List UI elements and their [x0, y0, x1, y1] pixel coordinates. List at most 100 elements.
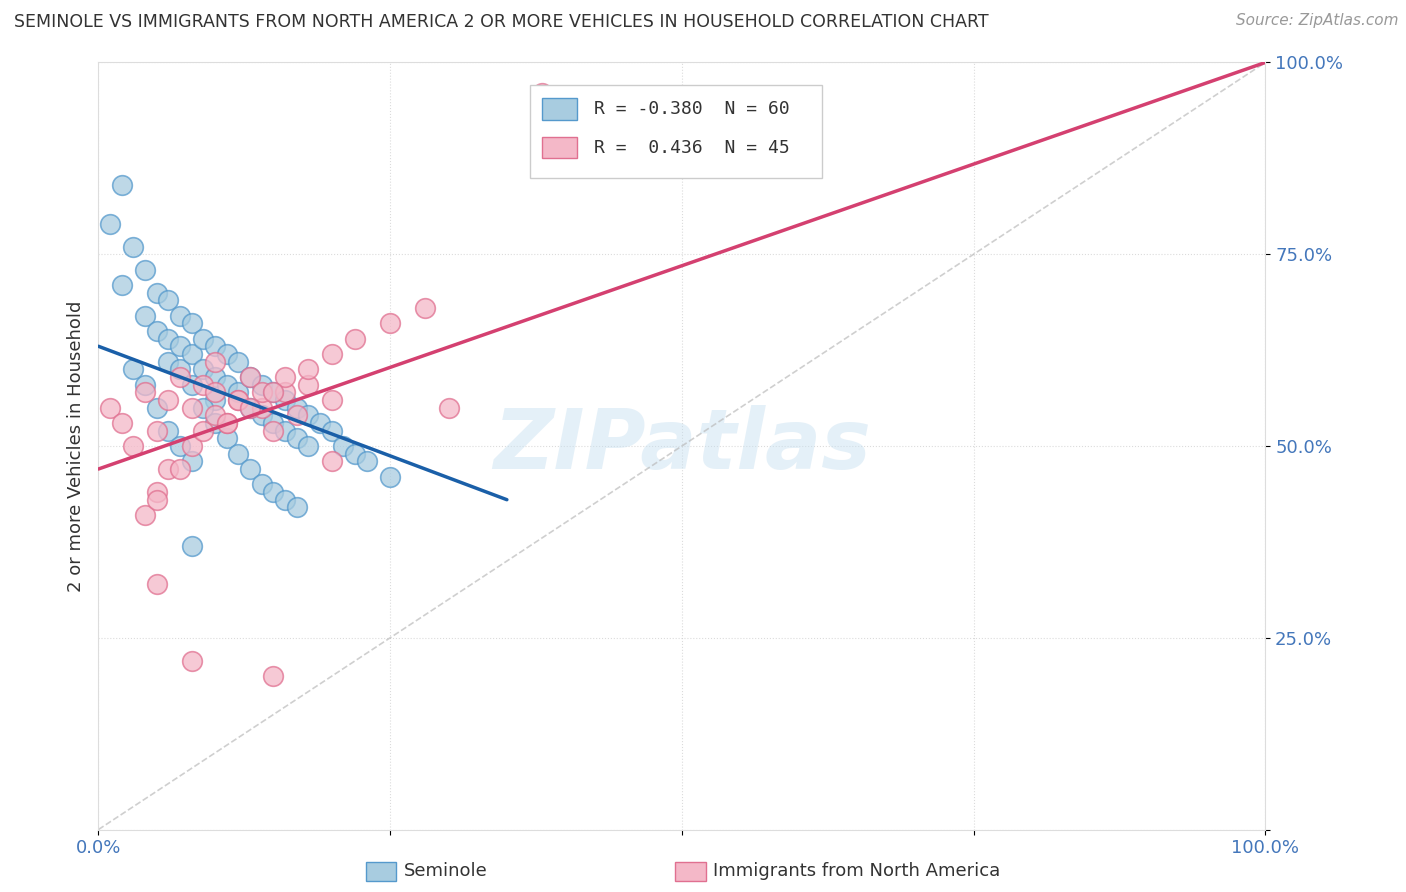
Point — [204, 339, 226, 353]
Point — [321, 424, 343, 438]
Point — [146, 285, 169, 300]
Point — [180, 454, 202, 468]
Point — [146, 492, 169, 507]
Point — [437, 401, 460, 415]
Point — [193, 362, 215, 376]
Point — [262, 485, 284, 500]
Point — [134, 508, 156, 522]
Point — [180, 316, 202, 330]
Point — [239, 370, 262, 384]
Bar — [530, 86, 823, 178]
Point — [262, 424, 284, 438]
Point — [239, 401, 262, 415]
Bar — [541, 136, 576, 158]
Point — [228, 354, 250, 368]
Point — [193, 377, 215, 392]
Point — [169, 462, 191, 476]
Point — [193, 332, 215, 346]
Point — [344, 447, 367, 461]
Point — [157, 293, 180, 308]
Point — [285, 500, 308, 515]
Text: R =  0.436  N = 45: R = 0.436 N = 45 — [595, 138, 790, 157]
Point — [530, 86, 553, 100]
Text: SEMINOLE VS IMMIGRANTS FROM NORTH AMERICA 2 OR MORE VEHICLES IN HOUSEHOLD CORREL: SEMINOLE VS IMMIGRANTS FROM NORTH AMERIC… — [14, 13, 988, 31]
Point — [180, 654, 202, 668]
Point — [274, 392, 297, 407]
Point — [274, 424, 297, 438]
Point — [297, 439, 319, 453]
Point — [146, 324, 169, 338]
Point — [122, 239, 145, 253]
Point — [157, 354, 180, 368]
Point — [193, 424, 215, 438]
Point — [204, 392, 226, 407]
Text: ZIPatlas: ZIPatlas — [494, 406, 870, 486]
Point — [250, 385, 273, 400]
Point — [215, 416, 238, 430]
Point — [111, 178, 134, 193]
Point — [180, 377, 202, 392]
Point — [146, 577, 169, 591]
Point — [250, 477, 273, 491]
Point — [321, 454, 343, 468]
Point — [332, 439, 354, 453]
Point — [204, 385, 226, 400]
Point — [228, 447, 250, 461]
Point — [157, 332, 180, 346]
Point — [146, 424, 169, 438]
Point — [98, 217, 121, 231]
Point — [169, 439, 191, 453]
Point — [215, 431, 238, 445]
Point — [321, 392, 343, 407]
Point — [250, 377, 273, 392]
Point — [180, 347, 202, 361]
Point — [356, 454, 378, 468]
Point — [157, 462, 180, 476]
Point — [204, 409, 226, 423]
Point — [215, 416, 238, 430]
Point — [380, 469, 402, 483]
Point — [204, 354, 226, 368]
Point — [262, 385, 284, 400]
Point — [134, 385, 156, 400]
Text: Source: ZipAtlas.com: Source: ZipAtlas.com — [1236, 13, 1399, 29]
Point — [228, 385, 250, 400]
Point — [344, 332, 367, 346]
Point — [146, 485, 169, 500]
Point — [228, 392, 250, 407]
Point — [111, 416, 134, 430]
Point — [250, 401, 273, 415]
Point — [204, 370, 226, 384]
Point — [180, 539, 202, 553]
Point — [250, 409, 273, 423]
Point — [274, 492, 297, 507]
Point — [122, 439, 145, 453]
Point — [239, 462, 262, 476]
Point — [134, 309, 156, 323]
Point — [134, 377, 156, 392]
Point — [169, 370, 191, 384]
Point — [180, 401, 202, 415]
Point — [297, 377, 319, 392]
Point — [111, 277, 134, 292]
Point — [215, 347, 238, 361]
Point — [413, 301, 436, 315]
Point — [204, 416, 226, 430]
Point — [285, 401, 308, 415]
Point — [274, 370, 297, 384]
Point — [193, 401, 215, 415]
Point — [169, 309, 191, 323]
Point — [146, 401, 169, 415]
Point — [215, 377, 238, 392]
Point — [285, 431, 308, 445]
Point — [274, 385, 297, 400]
Text: Immigrants from North America: Immigrants from North America — [713, 863, 1000, 880]
Point — [239, 401, 262, 415]
Point — [262, 669, 284, 683]
Point — [262, 385, 284, 400]
Point — [180, 439, 202, 453]
Point — [297, 362, 319, 376]
Point — [262, 416, 284, 430]
Point — [239, 370, 262, 384]
Bar — [541, 98, 576, 120]
